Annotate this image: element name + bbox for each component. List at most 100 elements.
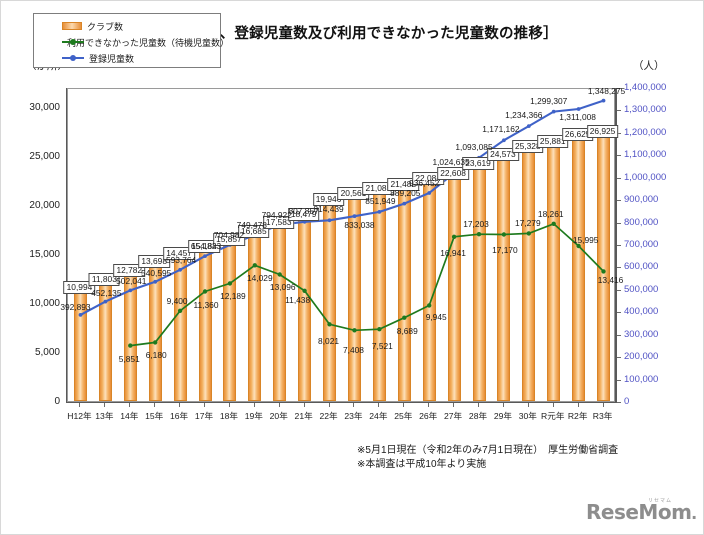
bar-value-label: 16,685 <box>238 225 270 239</box>
data-point <box>103 299 108 304</box>
legend-item-waiting: 利用できなかった児童数（待機児童数） <box>40 34 229 50</box>
x-axis-label: 27年 <box>444 411 463 421</box>
right-axis-tick-label: 400,000 <box>624 306 659 318</box>
x-tick <box>403 403 405 407</box>
waiting-value-label: 17,203 <box>463 219 489 230</box>
right-tick <box>617 245 621 246</box>
waiting-value-label: 14,029 <box>247 273 273 284</box>
waiting-value-label: 6,180 <box>145 350 167 361</box>
plot-inner <box>68 89 614 401</box>
waiting-value-label: 7,408 <box>342 345 364 356</box>
x-axis-label: 18年 <box>219 411 238 421</box>
left-axis-tick-label: 20,000 <box>29 199 60 211</box>
page-title: ［クラブ数、登録児童数及び利用できなかった児童数の推移］ <box>146 26 558 42</box>
bar-value-label: 23,619 <box>462 157 494 171</box>
legend-label-registered: 登録児童数 <box>89 53 135 64</box>
registered-value-label: 833,038 <box>344 220 375 231</box>
right-axis-tick-label: 1,300,000 <box>624 104 667 116</box>
x-tick <box>552 403 554 407</box>
x-axis-label: 30年 <box>518 411 537 421</box>
x-tick <box>104 403 106 407</box>
waiting-value-label: 11,360 <box>193 299 219 310</box>
right-axis-tick-label: 500,000 <box>624 283 659 295</box>
bar-value-label: 24,573 <box>487 147 519 161</box>
data-point <box>153 340 158 345</box>
waiting-value-label: 8,021 <box>318 336 340 347</box>
logo-ruby: リセマム <box>648 498 673 504</box>
data-point <box>327 322 332 327</box>
bar-value-label: 13,698 <box>138 254 170 268</box>
bar-value-label: 17,583 <box>262 216 295 230</box>
waiting-value-label: 15,995 <box>572 235 599 246</box>
data-point <box>202 289 208 294</box>
data-point <box>302 219 307 224</box>
data-point <box>501 232 507 237</box>
registered-value-label: 392,893 <box>60 301 91 312</box>
data-point <box>352 214 357 219</box>
registered-value-label: 540,595 <box>141 267 172 278</box>
waiting-value-label: 17,170 <box>492 244 518 255</box>
right-tick <box>617 402 621 403</box>
data-point <box>526 231 531 236</box>
plot-area <box>67 88 615 402</box>
data-point <box>601 269 606 274</box>
x-axis-label: 22年 <box>319 411 338 421</box>
right-axis-line <box>615 88 617 403</box>
left-axis-tick-label: 10,000 <box>29 297 60 309</box>
right-axis-tick-label: 1,000,000 <box>624 171 667 183</box>
data-point <box>576 107 581 111</box>
registered-value-label: 502,041 <box>116 276 147 287</box>
x-axis-label: 25年 <box>394 411 413 421</box>
right-tick <box>617 200 621 202</box>
registered-value-label: 1,311,008 <box>559 111 596 122</box>
data-point <box>177 308 183 313</box>
registered-value-label: 889,205 <box>390 187 421 198</box>
right-tick <box>617 177 621 179</box>
bar-swatch-icon <box>62 22 82 30</box>
footnotes: ※5月1日現在（令和2年のみ7月1日現在） 厚生労働省調査 ※本調査は平成10年… <box>357 444 618 472</box>
data-point <box>377 210 382 214</box>
right-tick <box>617 379 621 381</box>
x-axis-label: 15年 <box>145 411 164 421</box>
x-axis-label: 20年 <box>269 411 288 421</box>
right-tick <box>617 267 621 269</box>
x-tick <box>602 403 604 407</box>
waiting-value-label: 18,261 <box>537 208 564 219</box>
registered-value-label: 794,922 <box>261 209 292 220</box>
registered-value-label: 452,135 <box>91 287 122 298</box>
x-axis-label: R元年 <box>541 411 565 421</box>
x-tick <box>478 403 479 407</box>
registered-value-label: 593,764 <box>165 254 197 265</box>
bar-value-label: 10,994 <box>63 281 96 295</box>
x-tick <box>577 403 579 407</box>
x-tick <box>179 403 181 407</box>
x-axis-label: 17年 <box>194 411 214 421</box>
bar-value-label: 22,084 <box>412 172 444 186</box>
waiting-value-label: 17,279 <box>515 218 541 229</box>
data-point <box>302 288 307 293</box>
data-point <box>377 327 382 332</box>
x-tick <box>527 403 529 407</box>
right-axis-tick-label: 600,000 <box>624 261 659 273</box>
x-tick <box>453 403 455 407</box>
data-point <box>402 315 407 320</box>
right-axis-tick-label: 700,000 <box>624 239 659 250</box>
x-tick <box>79 403 81 407</box>
registered-value-label: 654,823 <box>190 241 222 252</box>
right-axis-tick-label: 300,000 <box>624 328 659 340</box>
data-point <box>128 343 133 348</box>
data-point <box>352 328 357 333</box>
x-axis-label: 14年 <box>120 411 139 421</box>
registered-value-label: 807,857 <box>288 205 319 216</box>
bar-value-label: 11,803 <box>88 273 120 287</box>
right-axis-tick-label: 800,000 <box>624 216 659 228</box>
right-tick <box>617 132 621 134</box>
x-tick <box>303 403 305 407</box>
bar-value-label: 18,479 <box>287 207 320 221</box>
data-point <box>451 234 457 239</box>
resemom-logo: ReseMom. リセマム <box>586 498 697 524</box>
registered-value-label: 1,234,366 <box>505 110 543 121</box>
x-axis-label: 13年 <box>95 411 114 421</box>
registered-value-label: 936,452 <box>409 177 440 188</box>
bar-value-label: 21,085 <box>362 182 395 196</box>
